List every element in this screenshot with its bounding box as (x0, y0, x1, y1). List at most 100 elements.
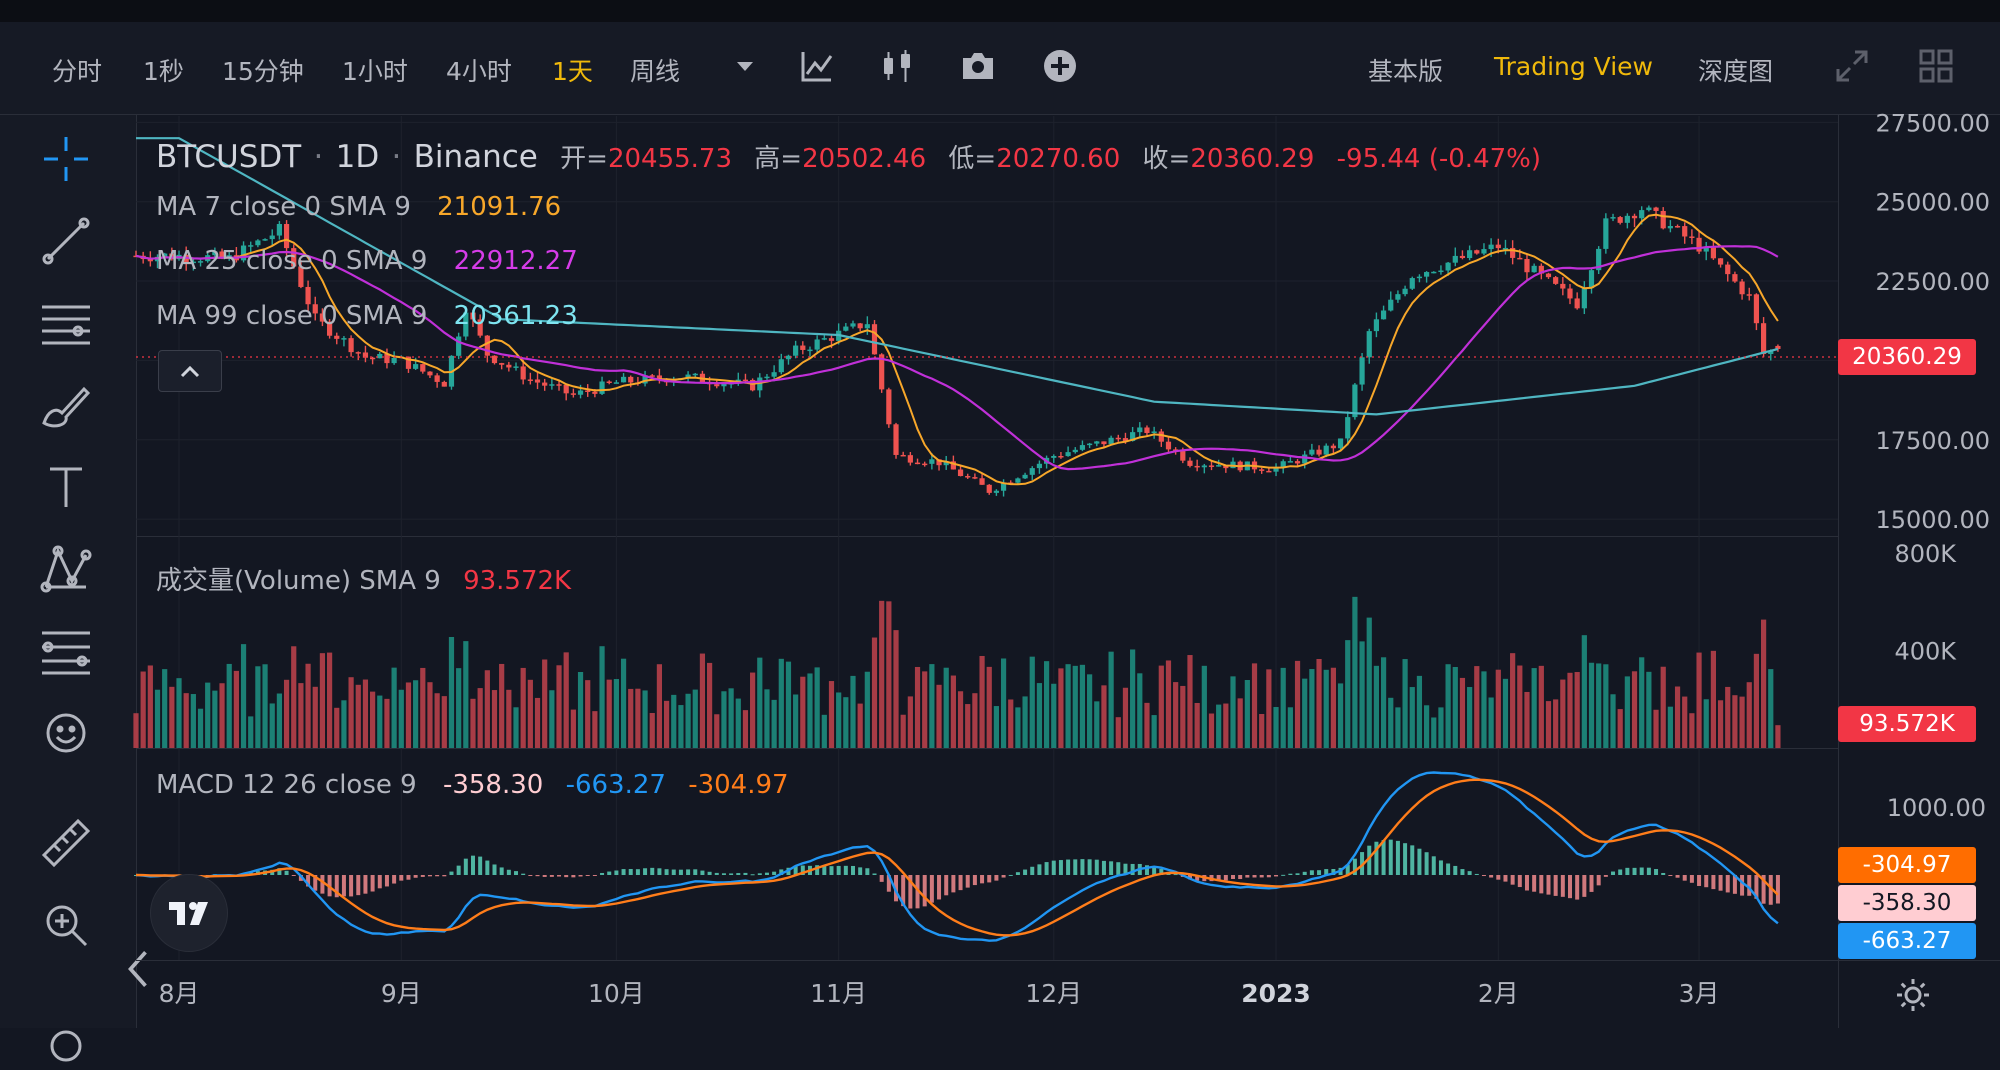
candle-body (785, 355, 792, 360)
volume-bar (1409, 687, 1415, 748)
macd-hist-bar (750, 874, 755, 876)
macd-hist-bar (908, 875, 913, 909)
macd-hist-bar (585, 875, 590, 876)
camera-icon[interactable] (958, 46, 998, 86)
chevron-left-icon[interactable] (110, 941, 147, 988)
open-value: 20455.73 (607, 144, 733, 174)
macd-hist-bar (1646, 867, 1651, 875)
candle-body (1502, 247, 1509, 250)
volume-bar (1144, 702, 1150, 748)
macd-hist-bar (1281, 874, 1286, 876)
volume-bar (506, 689, 512, 748)
macd-hist-bar (406, 875, 411, 880)
candle-body (1538, 265, 1544, 274)
macd-hist-bar (578, 875, 583, 877)
pattern-icon[interactable] (38, 541, 94, 597)
volume-bar (355, 684, 361, 748)
chart-canvas[interactable]: 27500.00 25000.00 22500.00 17500.00 15000.00… (0, 0, 2000, 1028)
text-tool-icon[interactable] (38, 459, 94, 515)
volume-bar (821, 714, 827, 748)
macd-hist-bar (1668, 875, 1673, 876)
candle-body (628, 376, 634, 383)
volume-bar (1201, 665, 1207, 748)
macd-legend[interactable]: MACD 12 26 close 9 -358.30 -663.27 -304.… (156, 770, 793, 800)
indicator-chart-icon[interactable] (797, 46, 837, 86)
ma25-legend[interactable]: MA 25 close 0 SMA 9 22912.27 (156, 246, 582, 276)
volume-bar (1337, 683, 1344, 748)
ruler-icon[interactable] (38, 815, 94, 871)
trend-line-icon[interactable] (38, 213, 94, 269)
macd-hist-bar (413, 875, 418, 878)
macd-hist-bar (1324, 869, 1329, 875)
interval-1h[interactable]: 1小时 (342, 57, 408, 86)
horizontal-lines-icon[interactable] (38, 295, 94, 351)
candle-body (1725, 264, 1731, 275)
emoji-icon[interactable] (38, 705, 94, 761)
macd-hist-bar (700, 870, 705, 875)
volume-bar (771, 699, 777, 748)
macd-hist-bar (485, 860, 490, 875)
zoom-in-icon[interactable] (38, 897, 94, 953)
brush-icon[interactable] (38, 377, 94, 433)
tv-logo-icon (169, 902, 208, 925)
pane-separator[interactable] (136, 536, 1838, 537)
interval-weekly[interactable]: 周线 (630, 57, 681, 86)
fib-levels-icon[interactable] (38, 623, 94, 679)
macd-hist-bar (363, 875, 368, 894)
candle-body (1079, 445, 1086, 450)
macd-hist-bar (1360, 852, 1365, 875)
candle-body (1216, 465, 1222, 467)
macd-hist-bar (1740, 875, 1745, 896)
macd-hist-bar (693, 869, 698, 875)
add-indicator-icon[interactable] (1040, 46, 1080, 86)
volume-bar (326, 652, 333, 748)
macd-line-badge: -663.27 (1838, 923, 1976, 959)
candle-body (850, 323, 856, 327)
volume-bar (678, 705, 684, 748)
interval-1d[interactable]: 1天 (552, 57, 593, 86)
volume-bar (721, 691, 727, 748)
volume-bar (1703, 699, 1709, 748)
volume-bar (1137, 673, 1143, 748)
fullscreen-icon[interactable] (1832, 46, 1872, 86)
interval-4h[interactable]: 4小时 (446, 57, 512, 86)
pane-separator[interactable] (136, 748, 1838, 749)
tradingview-logo[interactable] (150, 874, 228, 952)
collapse-legend-button[interactable] (158, 350, 222, 392)
main-legend: BTCUSDT · 1D · Binance 开=20455.73 高=2050… (156, 139, 1541, 175)
volume-bar (305, 663, 311, 748)
grid-layout-icon[interactable] (1916, 46, 1956, 86)
volume-legend[interactable]: 成交量(Volume) SMA 9 93.572K (156, 560, 575, 597)
candle-body (1603, 218, 1609, 249)
macd-hist-bar (1259, 875, 1264, 878)
volume-bar (1502, 678, 1509, 748)
ma7-legend[interactable]: MA 7 close 0 SMA 9 21091.76 (156, 192, 565, 222)
candle-body (1266, 470, 1272, 473)
volume-bar (226, 663, 232, 748)
macd-hist-bar (1381, 840, 1386, 875)
volume-bar (169, 686, 175, 748)
candle-body (298, 266, 304, 287)
volume-tick-label: 400K (1894, 637, 1957, 665)
settings-gear-icon[interactable] (1893, 975, 1933, 1015)
view-basic[interactable]: 基本版 (1368, 57, 1444, 86)
interval-1s[interactable]: 1秒 (143, 57, 184, 86)
candle-body (491, 355, 498, 364)
candlestick-type-icon[interactable] (877, 46, 917, 86)
volume-bar (714, 714, 720, 748)
chevron-down-icon[interactable] (725, 46, 765, 86)
macd-hist-bar (377, 875, 382, 889)
view-tradingview[interactable]: Trading View (1494, 52, 1653, 81)
interval-time-sharing[interactable]: 分时 (52, 57, 103, 86)
macd-hist-bar (1589, 875, 1594, 892)
candle-body (1302, 454, 1308, 464)
crosshair-icon[interactable] (38, 131, 94, 187)
interval-15m[interactable]: 15分钟 (222, 57, 304, 86)
ma7-value: 21091.76 (437, 192, 562, 222)
macd-hist-bar (1152, 866, 1157, 875)
view-depth[interactable]: 深度图 (1698, 57, 1774, 86)
volume-bar (427, 682, 433, 748)
volume-bar (1395, 707, 1401, 748)
ma99-legend[interactable]: MA 99 close 0 SMA 9 20361.23 (156, 301, 582, 331)
volume-bar (1230, 676, 1236, 748)
